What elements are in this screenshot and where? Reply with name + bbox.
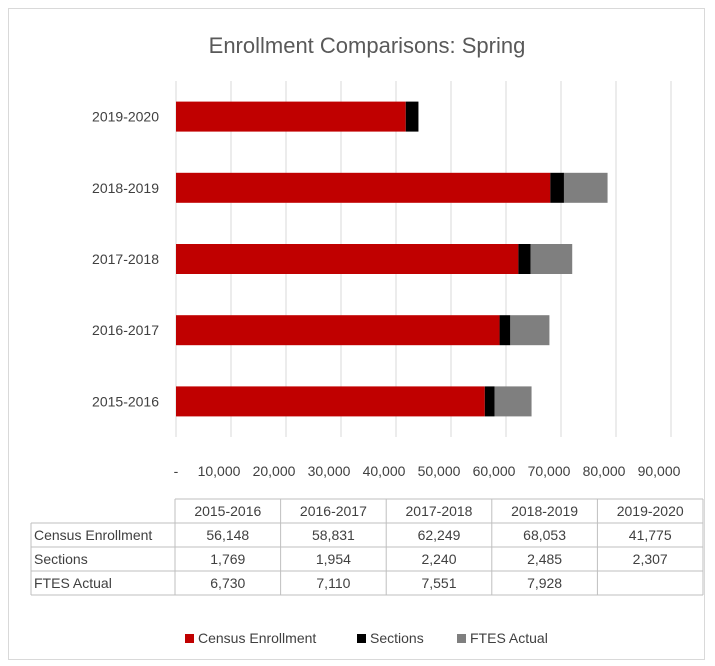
table-cell: 2,240 [421, 551, 456, 567]
table-row-label: Census Enrollment [34, 527, 152, 543]
table-header-cell: 2015-2016 [194, 503, 261, 519]
table-header-cell: 2019-2020 [617, 503, 684, 519]
bar-segment [176, 101, 406, 132]
table-cell: 68,053 [523, 527, 566, 543]
bar-segment [510, 315, 550, 346]
bar-segment [484, 386, 495, 417]
table-header-cell: 2016-2017 [300, 503, 367, 519]
bar-segment [499, 315, 511, 346]
table-cell: 62,249 [418, 527, 461, 543]
bar-segment [518, 244, 531, 274]
table-cell: 1,954 [316, 551, 351, 567]
x-tick-label: 60,000 [473, 463, 516, 479]
legend-label: Sections [370, 630, 424, 646]
bar-segment [494, 386, 532, 417]
x-tick-label: 20,000 [253, 463, 296, 479]
table-cell: 7,110 [316, 575, 350, 591]
stacked-bar-chart: Enrollment Comparisons: Spring 2015-2016… [30, 33, 704, 646]
table-cell: 1,769 [210, 551, 245, 567]
x-tick-label: - [174, 463, 179, 479]
legend-swatch [185, 634, 194, 643]
x-tick-label: 40,000 [363, 463, 406, 479]
table-header-cell: 2017-2018 [406, 503, 473, 519]
x-tick-label: 90,000 [638, 463, 681, 479]
x-tick-label: 30,000 [308, 463, 351, 479]
category-label: 2015-2016 [92, 393, 159, 409]
category-label: 2016-2017 [92, 322, 159, 338]
bar-segment [176, 315, 500, 346]
table-cell: 41,775 [629, 527, 672, 543]
x-tick-label: 70,000 [528, 463, 571, 479]
legend-swatch [457, 634, 466, 643]
legend-swatch [357, 634, 366, 643]
x-tick-labels: - 10,000 20,000 30,000 40,000 50,000 60,000 70,… [174, 463, 681, 479]
table-cell: 2,485 [527, 551, 562, 567]
table-cell: 6,730 [210, 575, 245, 591]
chart-frame: Enrollment Comparisons: Spring 2015-2016… [8, 8, 705, 660]
bar-segment [176, 244, 519, 274]
table-cell: 7,551 [421, 575, 456, 591]
legend-label: FTES Actual [470, 630, 548, 646]
table-row-label: FTES Actual [34, 575, 112, 591]
table-row-label: Sections [34, 551, 88, 567]
bar-segment [405, 101, 419, 132]
bar-segment [176, 386, 485, 417]
table-cell: 56,148 [206, 527, 249, 543]
bar-segment [530, 244, 573, 274]
bar-segment [563, 172, 608, 203]
table-cell: 2,307 [633, 551, 668, 567]
bars [176, 101, 608, 417]
table-cell: 58,831 [312, 527, 355, 543]
bar-segment [550, 172, 564, 203]
legend-label: Census Enrollment [198, 630, 316, 646]
x-tick-label: 10,000 [198, 463, 241, 479]
legend: Census Enrollment Sections FTES Actual [185, 630, 548, 646]
bar-segment [176, 172, 551, 203]
category-label: 2017-2018 [92, 251, 159, 267]
category-label: 2018-2019 [92, 180, 159, 196]
category-labels: 2015-2016 2016-2017 2017-2018 2018-2019 2019… [92, 109, 159, 410]
chart-title: Enrollment Comparisons: Spring [209, 33, 526, 58]
x-tick-label: 50,000 [418, 463, 461, 479]
table-header-cell: 2018-2019 [511, 503, 578, 519]
x-tick-label: 80,000 [583, 463, 626, 479]
table-cell: 7,928 [527, 575, 562, 591]
data-table: 2015-2016 2016-2017 2017-2018 2018-2019 2019… [30, 498, 704, 596]
category-label: 2019-2020 [92, 109, 159, 125]
